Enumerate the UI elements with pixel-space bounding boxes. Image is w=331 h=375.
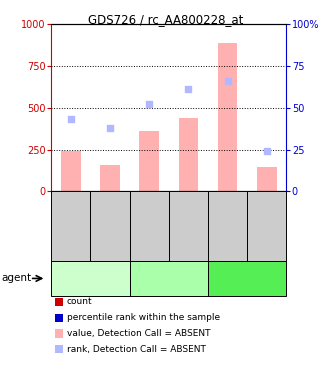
Text: value, Detection Call = ABSENT: value, Detection Call = ABSENT (67, 329, 211, 338)
Text: GSM26645: GSM26645 (106, 203, 115, 249)
Point (186, 87, 191, 93)
Bar (100, 165, 120, 191)
Bar (61, 151, 81, 191)
Text: GDS726 / rc_AA800228_at: GDS726 / rc_AA800228_at (88, 13, 243, 26)
Text: GSM26649: GSM26649 (262, 203, 271, 249)
Text: GSM26646: GSM26646 (145, 203, 154, 249)
Bar (218, 43, 237, 191)
Point (264, 148, 269, 154)
Point (147, 102, 152, 108)
Point (225, 78, 230, 84)
Text: GSM26647: GSM26647 (184, 203, 193, 249)
Point (68, 117, 73, 123)
Text: lisinopril (ACE): lisinopril (ACE) (136, 274, 202, 283)
Text: rank, Detection Call = ABSENT: rank, Detection Call = ABSENT (67, 345, 206, 354)
Text: percentile rank within the sample: percentile rank within the sample (67, 313, 220, 322)
Bar (139, 131, 159, 191)
Text: control: control (75, 274, 106, 283)
Text: count: count (67, 297, 92, 306)
Text: GSM26644: GSM26644 (67, 203, 75, 249)
Text: GSM26648: GSM26648 (223, 203, 232, 249)
Bar (257, 167, 276, 191)
Bar (179, 118, 198, 191)
Text: agent: agent (2, 273, 32, 284)
Point (107, 125, 113, 131)
Text: olmesartan
(AT1R): olmesartan (AT1R) (221, 269, 273, 288)
